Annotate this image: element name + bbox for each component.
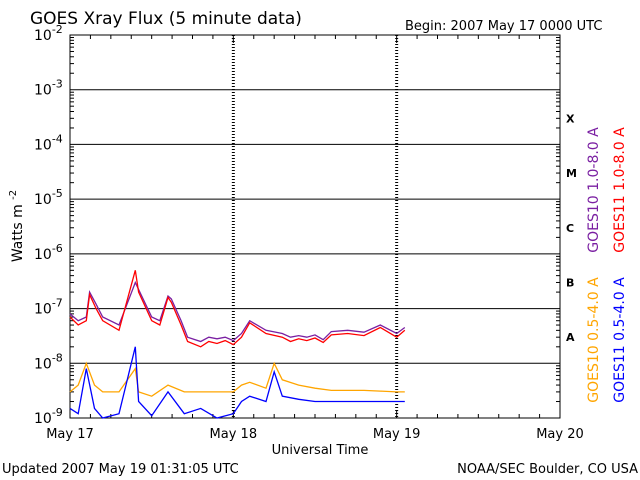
y-axis-tick-labels: 10-210-310-410-510-610-710-810-9	[34, 23, 63, 427]
y-axis-label: Watts m	[10, 204, 26, 262]
y-tick-base: 10	[34, 192, 52, 208]
y-tick-label: 10-5	[34, 187, 63, 208]
grid-lines	[69, 35, 561, 418]
x-tick-label: May 17	[46, 427, 94, 442]
series-line-3	[69, 346, 405, 419]
y-tick-base: 10	[34, 247, 52, 263]
y-tick-label: 10-9	[34, 406, 63, 427]
y-tick-base: 10	[34, 356, 52, 372]
x-tick-label: May 20	[536, 427, 584, 442]
y-tick-label: 10-6	[34, 242, 63, 263]
series-line-0	[69, 280, 406, 343]
updated-timestamp: Updated 2007 May 19 01:31:05 UTC	[2, 462, 239, 477]
y-tick-base: 10	[34, 411, 52, 427]
x-tick-label: May 18	[210, 427, 258, 442]
y-tick-exponent: -6	[52, 242, 63, 255]
y-tick-base: 10	[34, 302, 52, 318]
flare-class-b: B	[566, 276, 574, 289]
y-tick-label: 10-8	[34, 351, 63, 372]
legend-entry-3: GOES11 0.5-4.0 A	[612, 277, 628, 403]
y-tick-exponent: -9	[52, 406, 63, 419]
svg-text:Watts m -2: Watts m -2	[8, 190, 26, 262]
x-tick-label: May 19	[373, 427, 421, 442]
y-axis-label-superscript: -2	[8, 190, 19, 200]
x-axis-tick-labels: May 17 May 18 May 19 May 20	[46, 427, 584, 442]
y-tick-label: 10-2	[34, 23, 63, 44]
y-tick-exponent: -3	[52, 78, 63, 91]
begin-label: Begin: 2007 May 17 0000 UTC	[405, 19, 602, 34]
chart-title: GOES Xray Flux (5 minute data)	[30, 9, 302, 29]
y-tick-base: 10	[34, 28, 52, 44]
y-tick-base: 10	[34, 137, 52, 153]
y-tick-label: 10-7	[34, 297, 63, 318]
series-line-1	[69, 270, 406, 348]
y-tick-exponent: -7	[52, 297, 63, 310]
y-tick-label: 10-3	[34, 78, 63, 99]
series-lines	[69, 270, 406, 419]
y-tick-exponent: -2	[52, 23, 63, 36]
y-tick-base: 10	[34, 83, 52, 99]
y-tick-exponent: -4	[52, 132, 63, 145]
y-tick-exponent: -8	[52, 351, 63, 364]
flare-class-m: M	[566, 167, 577, 180]
flare-class-labels: X M C B A	[566, 112, 577, 344]
legend-entry-1: GOES11 1.0-8.0 A	[612, 127, 628, 253]
legend: GOES10 1.0-8.0 A GOES11 1.0-8.0 A GOES10 0…	[586, 127, 628, 403]
flare-class-x: X	[566, 112, 575, 125]
y-tick-label: 10-4	[34, 132, 63, 153]
credit-label: NOAA/SEC Boulder, CO USA	[457, 462, 638, 477]
flare-class-c: C	[566, 222, 574, 235]
legend-entry-0: GOES10 1.0-8.0 A	[586, 127, 602, 253]
flare-class-a: A	[566, 331, 575, 344]
plot-frame	[69, 34, 561, 419]
y-axis-label-group: Watts m -2	[8, 190, 26, 262]
series-line-2	[69, 361, 405, 397]
legend-entry-2: GOES10 0.5-4.0 A	[586, 277, 602, 403]
x-axis-label: Universal Time	[272, 443, 369, 458]
y-tick-exponent: -5	[52, 187, 63, 200]
